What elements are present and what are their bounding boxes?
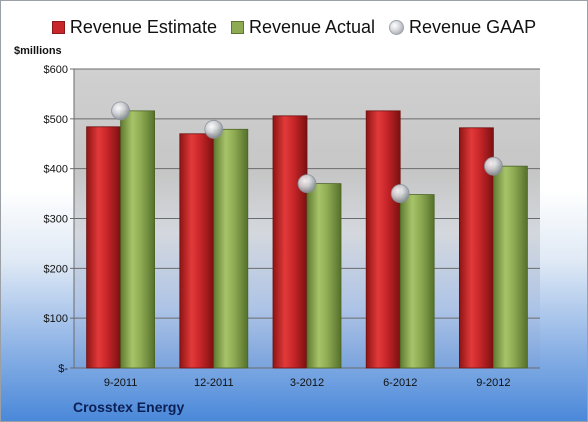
- bar-revenue-estimate: [272, 115, 308, 369]
- bar-revenue-actual: [492, 165, 528, 369]
- y-tick-label: $-: [58, 363, 68, 375]
- marker-revenue-gaap: [483, 156, 503, 176]
- y-tick-label: $500: [44, 114, 68, 126]
- legend-item-actual: Revenue Actual: [230, 17, 376, 38]
- x-tick-label: 6-2012: [383, 377, 417, 389]
- legend-label-gaap: Revenue GAAP: [409, 17, 537, 37]
- y-tick-label: $100: [44, 313, 68, 325]
- legend-item-gaap: Revenue GAAP: [389, 17, 536, 38]
- bar-revenue-actual: [399, 194, 435, 369]
- legend-label-estimate: Revenue Estimate: [69, 17, 217, 37]
- x-tick-label: 9-2011: [104, 377, 137, 389]
- legend-swatch-actual: [230, 21, 244, 34]
- marker-revenue-gaap: [390, 184, 410, 203]
- x-tick-label: 9-2012: [476, 377, 510, 389]
- marker-revenue-gaap: [204, 119, 224, 139]
- y-tick-label: $400: [44, 164, 68, 176]
- bar-revenue-actual: [120, 110, 155, 369]
- legend-swatch-estimate: [51, 21, 65, 34]
- marker-revenue-gaap: [111, 101, 130, 121]
- y-tick-label: $300: [44, 214, 68, 226]
- marker-revenue-gaap: [297, 174, 317, 194]
- legend-label-actual: Revenue Actual: [248, 17, 376, 37]
- bar-revenue-estimate: [365, 110, 401, 369]
- bar-revenue-estimate: [179, 133, 215, 369]
- y-tick-label: $200: [44, 263, 68, 275]
- bar-revenue-actual: [213, 128, 249, 369]
- legend-swatch-gaap: [389, 20, 405, 35]
- legend: Revenue Estimate Revenue Actual Revenue …: [1, 17, 587, 38]
- bar-revenue-actual: [306, 183, 342, 369]
- bar-revenue-estimate: [86, 126, 121, 369]
- x-tick-label: 3-2012: [290, 377, 324, 389]
- x-tick-label: 12-2011: [194, 377, 234, 389]
- y-tick-label: $600: [44, 64, 68, 76]
- legend-item-estimate: Revenue Estimate: [51, 17, 217, 38]
- company-name: Crosstex Energy: [73, 399, 185, 415]
- y-axis-units-label: $millions: [14, 45, 62, 57]
